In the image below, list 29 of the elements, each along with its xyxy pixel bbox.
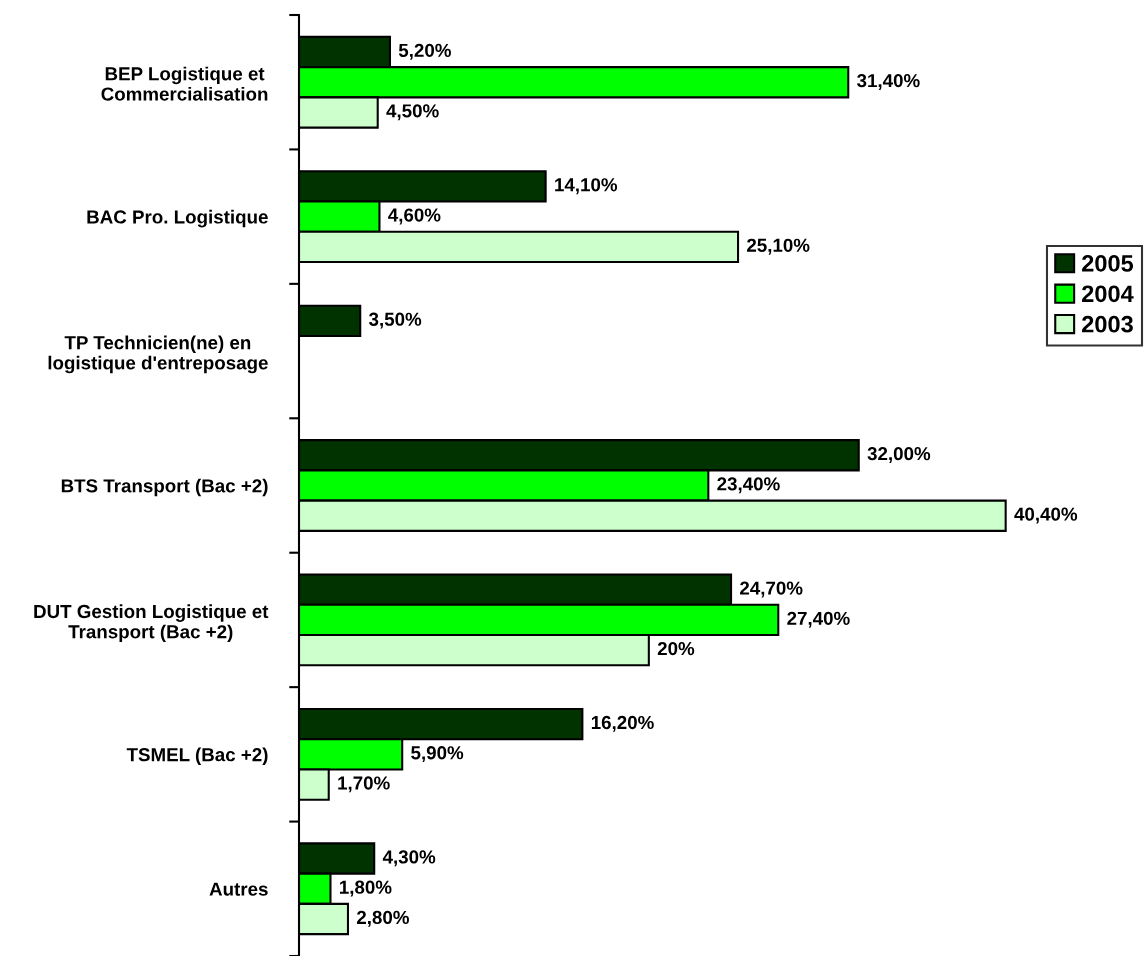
y-tick-label: Autres bbox=[209, 882, 268, 896]
data-label: 20% bbox=[657, 641, 695, 656]
data-label: 1,70% bbox=[338, 776, 390, 793]
data-label: 23,40% bbox=[717, 477, 780, 494]
y-tick-label: BAC Pro. Logistique bbox=[87, 209, 268, 228]
y-tick-label: BTS Transport (Bac +2) bbox=[61, 478, 268, 497]
legend-label: 2004 bbox=[1082, 285, 1134, 303]
y-tick-label: DUT Gestion Logistique et Transport (Bac +2) bbox=[34, 604, 269, 643]
data-label: 4,30% bbox=[382, 850, 436, 867]
data-label: 3,50% bbox=[368, 312, 422, 329]
data-label: 1,80% bbox=[340, 880, 392, 897]
data-label: 24,70% bbox=[740, 581, 803, 598]
data-label: 16,20% bbox=[591, 715, 654, 732]
data-label: 5,20% bbox=[398, 43, 451, 60]
data-label: 14,10% bbox=[555, 178, 618, 195]
data-label: 5,90% bbox=[411, 746, 464, 763]
y-tick-label: TP Technicien(ne) en logistique d'entreposage bbox=[48, 335, 268, 374]
data-label: 4,50% bbox=[386, 104, 439, 121]
data-label: 40,40% bbox=[1014, 507, 1078, 524]
y-tick-label: TSMEL (Bac +2) bbox=[126, 747, 268, 766]
legend-label: 2003 bbox=[1082, 315, 1133, 333]
legend-label: 2005 bbox=[1082, 255, 1134, 272]
data-label: 2,80% bbox=[356, 910, 409, 927]
data-label: 27,40% bbox=[787, 611, 850, 628]
data-label: 25,10% bbox=[747, 238, 810, 255]
data-label: 4,60% bbox=[388, 208, 441, 225]
data-label: 31,40% bbox=[857, 73, 920, 90]
data-label: 32,00% bbox=[867, 447, 931, 464]
y-tick-label: BEP Logistique et Commercialisation bbox=[101, 66, 268, 101]
